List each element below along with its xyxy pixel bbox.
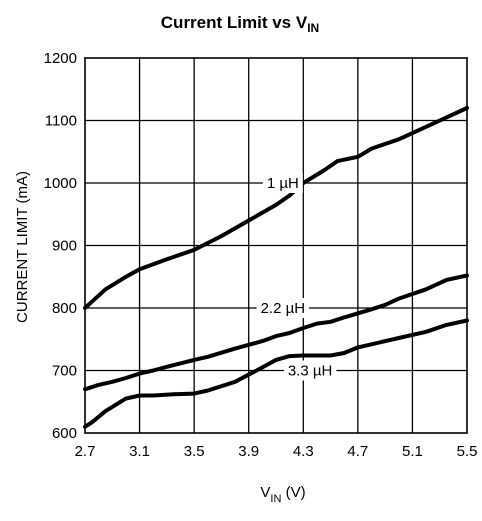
series-label-bg-2 [256,298,310,318]
y-axis-label: CURRENT LIMIT (mA) [14,171,31,323]
series-label-text-3: 3.3 µH [288,363,333,380]
x-axis-label-subscript: IN [270,493,281,505]
x-tick-label-5.5: 5.5 [457,443,478,460]
y-tick-label-800: 800 [52,300,77,317]
chart-title-main: Current Limit vs V [161,13,308,32]
x-axis-label-unit: (V) [281,484,305,501]
tick-labels: 2.7 3.1 3.5 3.9 4.3 4.7 5.1 5.5 600 700 800 900 1000… [44,50,478,460]
y-tick-label-1200: 1200 [44,50,77,67]
series-label-1: 1 µH [262,173,303,193]
x-axis-label: VIN (V) [260,484,305,505]
series-label-text-2: 2.2 µH [261,300,306,317]
grid [85,58,467,433]
series-line-3 [83,318,469,429]
x-tick-label-3.9: 3.9 [238,443,259,460]
x-tick-label-3.5: 3.5 [184,443,205,460]
series-line-2 [83,273,469,392]
y-tick-label-1100: 1100 [45,113,77,130]
x-axis-label-main: V [260,484,270,501]
series-labels: 1 µH 2.2 µH 3.3 µH [256,173,337,381]
y-tick-label-700: 700 [52,363,77,380]
plot-frame [84,57,468,434]
chart-title-subscript: IN [307,21,319,35]
series-group [83,106,469,429]
chart-title: Current Limit vs VIN [161,13,319,35]
x-tick-label-5.1: 5.1 [402,443,423,460]
y-tick-label-1000: 1000 [44,175,77,192]
x-tick-label-4.3: 4.3 [293,443,314,460]
series-label-bg-3 [283,360,337,381]
x-tick-label-2.7: 2.7 [75,443,96,460]
series-label-2: 2.2 µH [256,298,310,318]
series-label-text-1: 1 µH [267,175,299,192]
series-label-bg-1 [262,173,303,193]
y-tick-label-600: 600 [52,425,77,442]
y-tick-label-900: 900 [52,238,77,255]
series-line-1 [83,106,469,310]
series-label-3: 3.3 µH [283,360,337,381]
x-tick-label-3.1: 3.1 [129,443,150,460]
x-tick-label-4.7: 4.7 [347,443,368,460]
